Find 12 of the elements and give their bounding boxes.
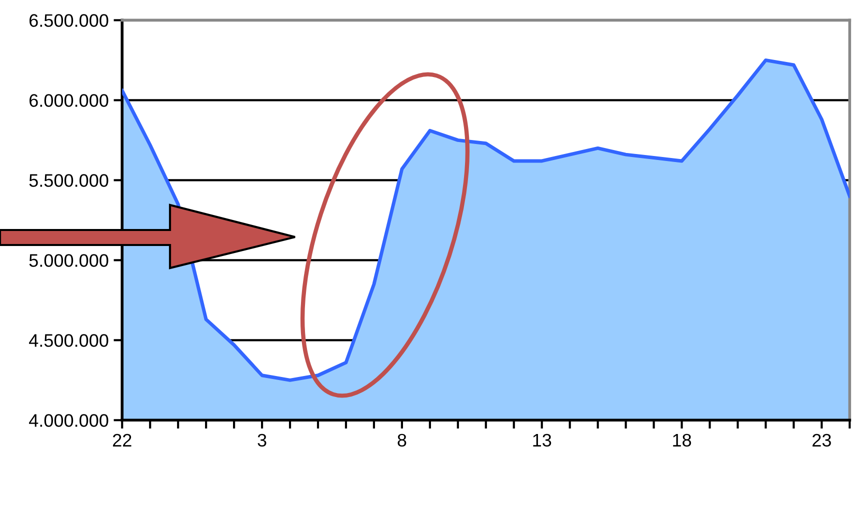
x-tick-label: 23 [812,434,831,447]
y-tick-label: 5.500.000 [29,174,108,187]
y-tick-label: 6.500.000 [30,14,108,27]
y-tick-label: 4.500.000 [29,334,108,347]
y-tick-label: 5.000.000 [29,254,108,267]
x-tick-label: 8 [398,434,406,447]
x-tick-label: 18 [673,434,692,447]
x-tick-label: 3 [258,434,266,447]
x-tick-label: 13 [533,434,552,447]
y-tick-label: 6.000.000 [30,94,108,107]
x-tick-label: 22 [112,434,132,446]
y-tick-label: 4.000.000 [29,414,108,427]
